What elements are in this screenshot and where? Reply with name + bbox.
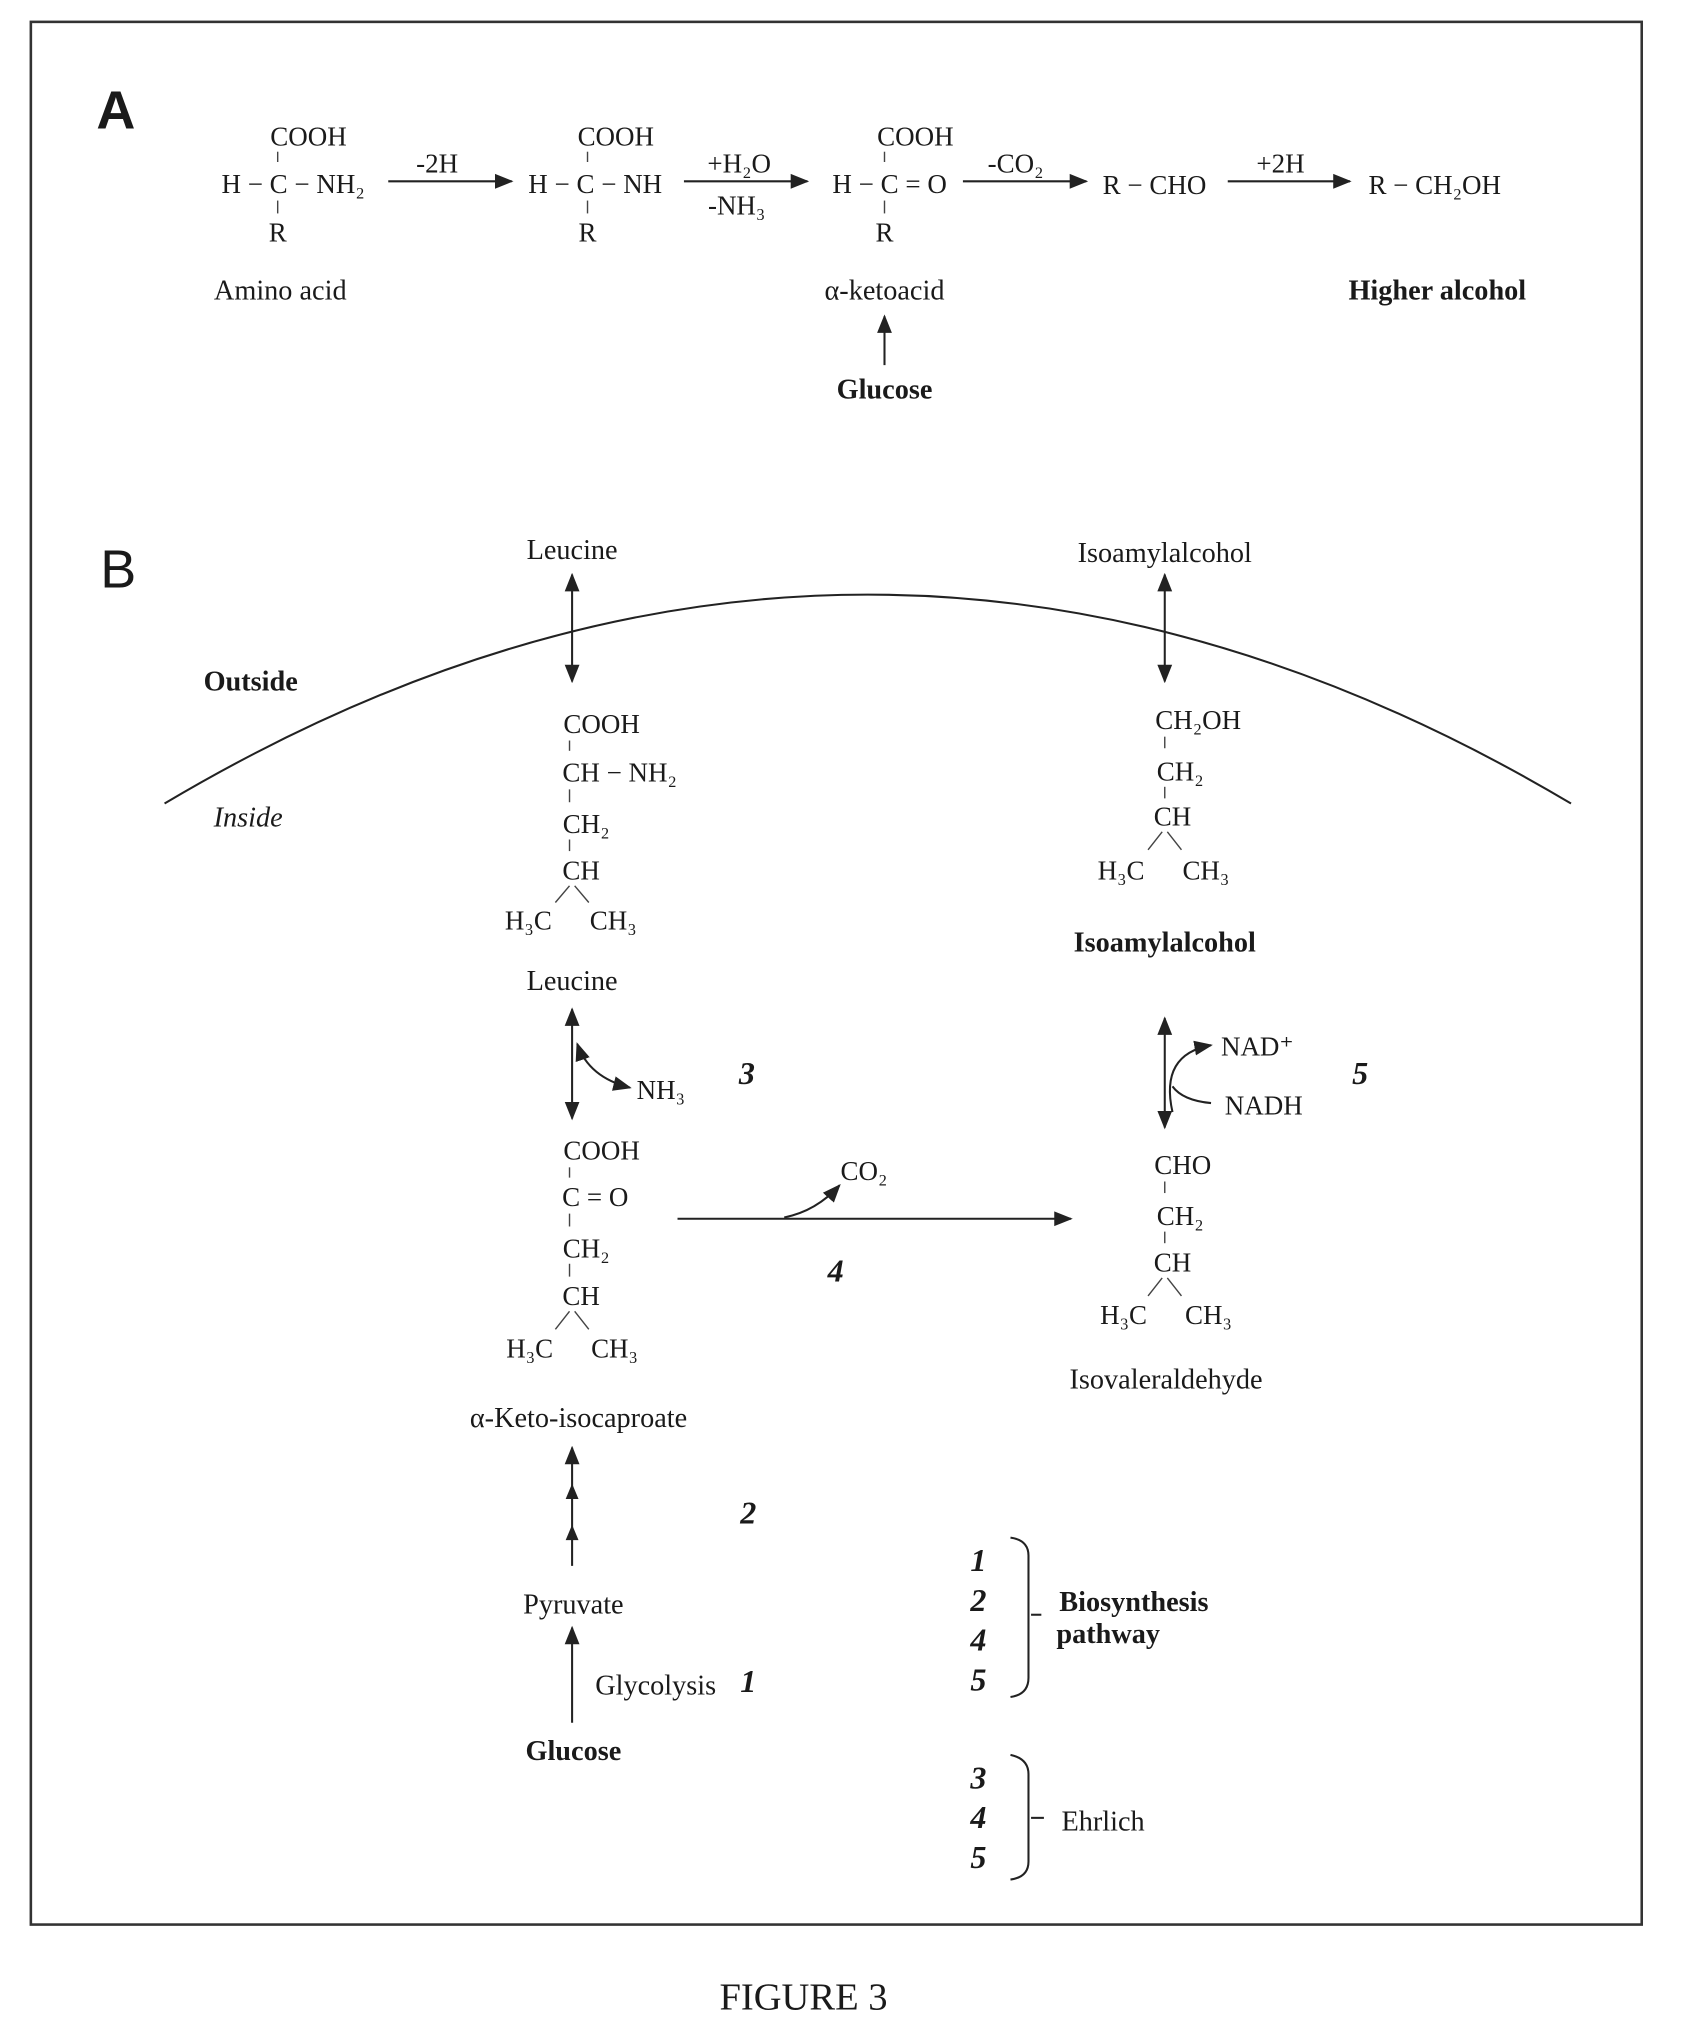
leucine-line-4: CH	[562, 855, 600, 885]
panel-a-label: A	[96, 81, 135, 141]
step-2-number: 2	[739, 1494, 756, 1530]
isovaleraldehyde-structure: CHO CH₂ CH H₃C CH₃ Isovaleraldehyde	[1070, 1150, 1263, 1396]
keto-line-5a: H₃C	[506, 1334, 553, 1364]
isoamyl-line-1: CH₂OH	[1155, 705, 1241, 735]
keto-line-2: C = O	[562, 1182, 628, 1212]
amino-acid-structure: COOH H − C − NH₂ R Amino acid	[214, 121, 365, 306]
leucine-line-1: COOH	[563, 709, 639, 739]
curved-arrow-icon	[784, 1183, 841, 1219]
cell-membrane	[164, 593, 1572, 805]
keto-line-5b: CH₃	[591, 1334, 638, 1364]
leucine-line-3: CH₂	[563, 809, 610, 839]
ketoacid-top: COOH	[877, 121, 953, 151]
isoamyl-name: Isoamylalcohol	[1074, 927, 1256, 958]
isovaler-line-4a: H₃C	[1100, 1300, 1147, 1330]
isovaler-line-1: CHO	[1154, 1150, 1211, 1180]
outside-label: Outside	[204, 666, 298, 697]
imino-acid-structure: COOH H − C − NH R	[528, 121, 662, 247]
leucine-structure: COOH CH − NH₂ CH₂ CH H₃C CH₃ Leucine	[505, 709, 677, 997]
legend-number: 5	[970, 1839, 986, 1875]
ehrlich-label: Ehrlich	[1061, 1807, 1144, 1838]
amino-acid-middle: H − C − NH₂	[221, 169, 364, 199]
curved-line	[1171, 1085, 1212, 1105]
keto-name: α-Keto-isocaproate	[470, 1403, 687, 1434]
legend-number: 2	[969, 1582, 986, 1618]
aldehyde-formula: R − CHO	[1103, 170, 1207, 200]
glucose-label-b: Glucose	[525, 1736, 621, 1767]
brace	[1010, 1536, 1030, 1699]
glucose-label: Glucose	[837, 375, 933, 406]
co2-label: CO₂	[840, 1156, 887, 1186]
isoamyl-line-2: CH₂	[1157, 756, 1204, 786]
step-minus-co2: -CO₂	[988, 148, 1044, 178]
panel-b-label: B	[100, 540, 136, 600]
legend-number: 4	[969, 1622, 986, 1658]
isoamylalcohol-structure: CH₂OH CH₂ CH H₃C CH₃ Isoamylalcohol	[1074, 705, 1256, 958]
panel-a: A COOH H − C − NH₂ R Amino acid -2H COOH…	[96, 81, 1526, 406]
higher-alcohol-name: Higher alcohol	[1348, 276, 1526, 307]
amino-acid-name: Amino acid	[214, 276, 347, 307]
step-minus-nh3: -NH₃	[708, 191, 765, 221]
legend-number: 1	[970, 1542, 986, 1578]
leucine-line-5b: CH₃	[590, 906, 637, 936]
isoamyl-line-4b: CH₃	[1182, 855, 1229, 885]
isovaler-line-2: CH₂	[1157, 1201, 1204, 1231]
pyruvate-label: Pyruvate	[523, 1589, 623, 1620]
figure-frame	[29, 20, 1644, 1926]
legend-number: 4	[969, 1799, 986, 1835]
legend-number: 5	[970, 1662, 986, 1698]
pathway-label: pathway	[1056, 1619, 1160, 1650]
legend-biosynthesis: 1 2 4 5 Biosynthesis pathway	[969, 1536, 1209, 1699]
nh3-label: NH₃	[637, 1075, 685, 1105]
step-5-number: 5	[1352, 1055, 1368, 1091]
leucine-name: Leucine	[527, 966, 618, 997]
keto-line-4: CH	[562, 1281, 600, 1311]
ketoacid-name: α-ketoacid	[825, 276, 945, 307]
amino-acid-top: COOH	[270, 121, 346, 151]
leucine-line-5a: H₃C	[505, 906, 552, 936]
keto-line-1: COOH	[563, 1136, 639, 1166]
inside-label: Inside	[213, 803, 283, 834]
step-minus-2h: -2H	[416, 148, 458, 178]
isovaler-line-3: CH	[1154, 1247, 1192, 1277]
step-plus-h2o: +H₂O	[707, 148, 771, 178]
brace	[1010, 1753, 1030, 1881]
isoamyl-line-3: CH	[1154, 801, 1192, 831]
leucine-external: Leucine	[527, 535, 618, 566]
isoamylalcohol-external: Isoamylalcohol	[1078, 538, 1252, 569]
step-3-number: 3	[738, 1055, 755, 1091]
legend-number: 3	[969, 1759, 986, 1795]
imino-top: COOH	[578, 121, 654, 151]
legend-ehrlich: 3 4 5 Ehrlich	[969, 1753, 1145, 1881]
isovaler-name: Isovaleraldehyde	[1070, 1364, 1263, 1395]
alcohol-formula: R − CH₂OH	[1368, 170, 1501, 200]
figure-caption: FIGURE 3	[719, 1976, 887, 2018]
amino-acid-bottom: R	[269, 218, 287, 248]
biosynthesis-label: Biosynthesis	[1059, 1587, 1208, 1618]
imino-bottom: R	[579, 218, 597, 248]
ketoacid-bottom: R	[875, 218, 893, 248]
step-plus-2h: +2H	[1256, 148, 1304, 178]
imino-middle: H − C − NH	[528, 169, 662, 199]
curved-arrow-icon	[575, 1042, 632, 1091]
panel-b: B Outside Inside Leucine Isoamylalcohol …	[100, 535, 1572, 1881]
nad-label: NAD⁺	[1221, 1031, 1294, 1061]
keto-isocaproate-structure: COOH C = O CH₂ CH H₃C CH₃ α-Keto-isocapr…	[470, 1136, 687, 1434]
isovaler-line-4b: CH₃	[1185, 1300, 1232, 1330]
step-4-number: 4	[827, 1253, 844, 1289]
leucine-line-2: CH − NH₂	[562, 758, 677, 788]
glycolysis-label: Glycolysis	[595, 1670, 716, 1701]
keto-line-3: CH₂	[563, 1233, 610, 1263]
step-1-number: 1	[740, 1663, 756, 1699]
isoamyl-line-4a: H₃C	[1098, 855, 1145, 885]
curved-arrow-icon	[1168, 1040, 1213, 1113]
ketoacid-structure: COOH H − C = O R α-ketoacid Glucose	[825, 121, 954, 405]
ketoacid-middle: H − C = O	[832, 169, 946, 199]
nadh-label: NADH	[1225, 1091, 1303, 1121]
